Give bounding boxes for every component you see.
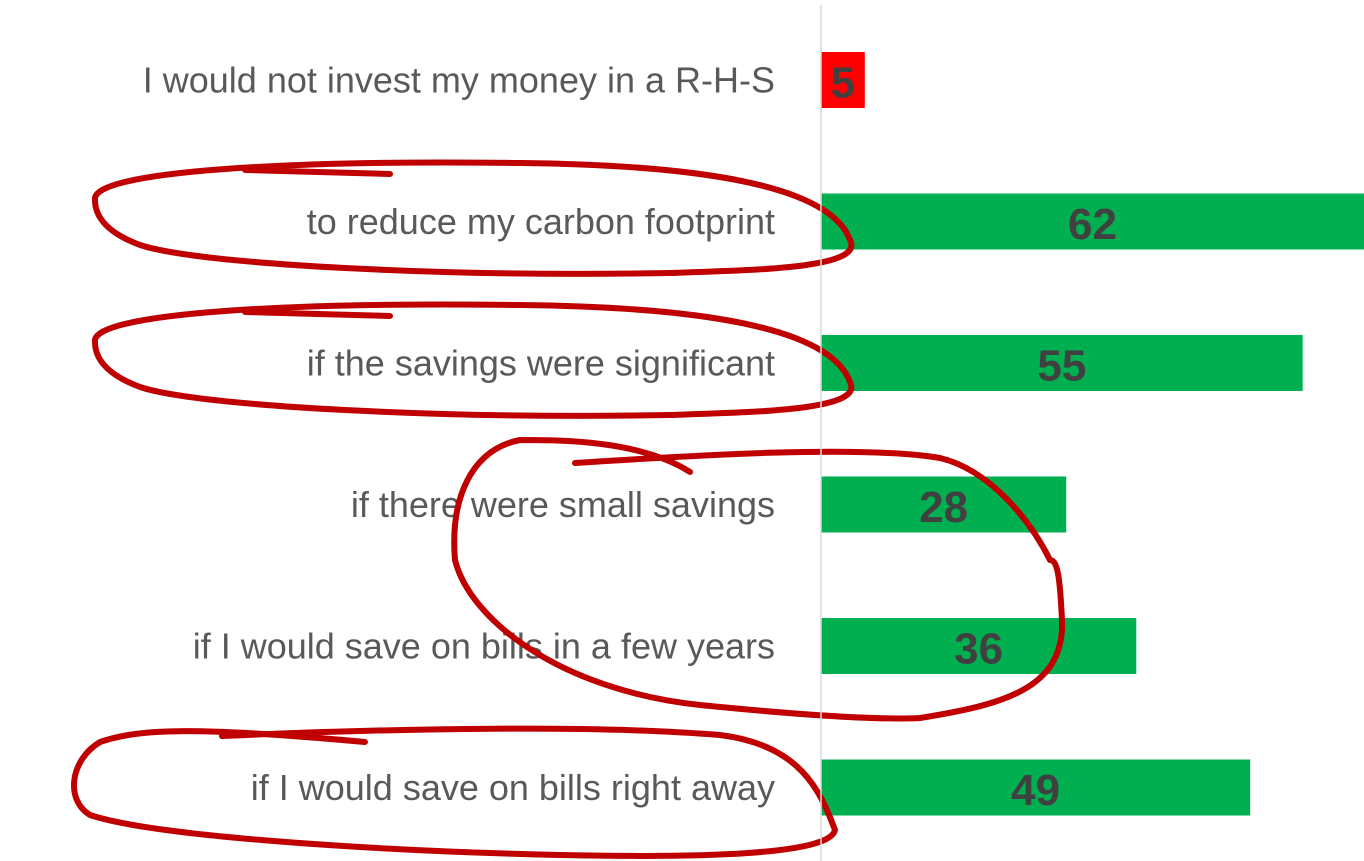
bar	[821, 335, 1303, 391]
category-label: if there were small savings	[351, 484, 775, 525]
data-label: 62	[1068, 200, 1117, 249]
annotation-circle	[451, 437, 1066, 722]
data-label: 55	[1037, 342, 1086, 391]
bar	[821, 618, 1137, 674]
data-label: 28	[919, 483, 968, 532]
category-label: if the savings were significant	[307, 343, 775, 384]
bar	[821, 193, 1364, 250]
annotation-circle	[92, 159, 855, 277]
data-label: 36	[954, 625, 1003, 674]
category-label: I would not invest my money in a R-H-S	[143, 60, 775, 101]
bar	[821, 759, 1251, 816]
data-label: 5	[831, 59, 855, 108]
plot: I would not invest my money in a R-H-S 5 t…	[143, 52, 1364, 816]
annotation-circle	[92, 301, 855, 419]
bar	[821, 52, 865, 108]
category-label: if I would save on bills in a few years	[193, 626, 775, 667]
annotations	[71, 159, 1066, 859]
data-label: 49	[1011, 766, 1060, 815]
annotation-circle	[71, 725, 838, 859]
annotation-stroke	[242, 309, 393, 319]
category-label: if I would save on bills right away	[251, 767, 775, 808]
annotation-stroke	[242, 167, 393, 177]
category-label: to reduce my carbon footprint	[307, 201, 775, 242]
